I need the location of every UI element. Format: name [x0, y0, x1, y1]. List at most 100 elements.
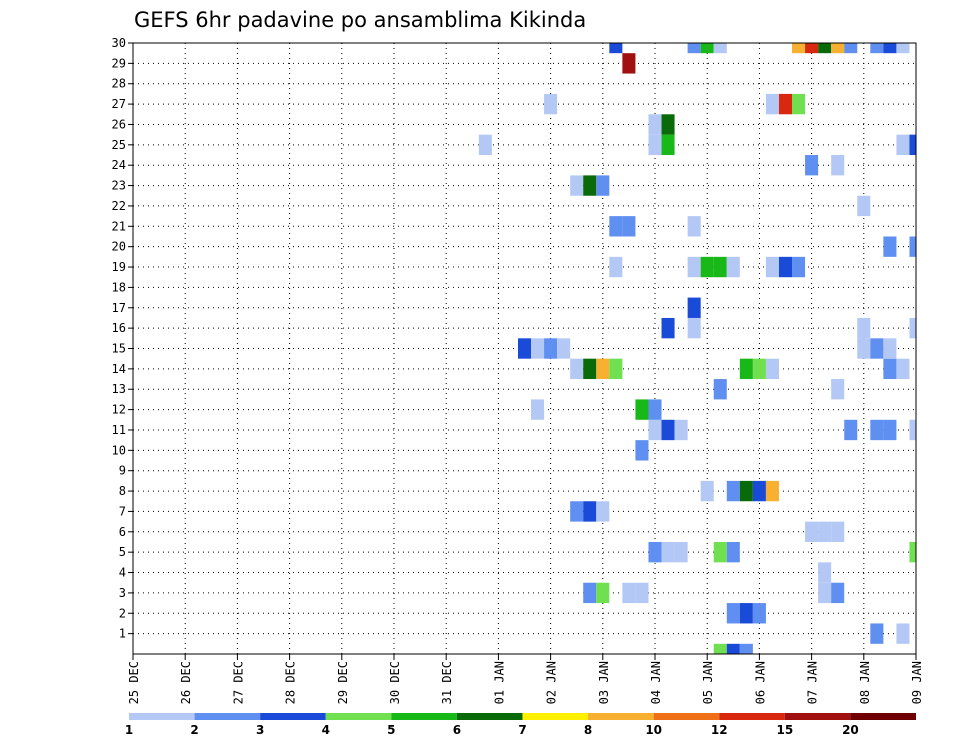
precip-cell [635, 399, 649, 420]
precip-cell [726, 643, 740, 654]
precip-cell [752, 358, 766, 380]
precip-cell [909, 419, 916, 441]
precip-cell [883, 419, 897, 441]
y-tick-label: 18 [112, 280, 126, 294]
precip-cell [909, 134, 916, 156]
precip-cell [726, 541, 740, 563]
precip-cell [713, 643, 727, 654]
precip-cell [805, 155, 819, 176]
precip-cell [687, 43, 701, 54]
precip-cell [583, 582, 597, 604]
precip-cell [883, 43, 897, 54]
colorbar-swatch [129, 713, 195, 720]
precip-cell [818, 43, 832, 54]
precip-cell [648, 419, 662, 441]
colorbar-label: 15 [776, 723, 793, 737]
precip-cell [635, 582, 649, 604]
precip-cell [765, 358, 779, 380]
precip-cell [700, 480, 714, 502]
precip-cell [909, 541, 916, 563]
y-tick-label: 21 [112, 219, 126, 233]
colorbar-label: 2 [190, 723, 198, 737]
colorbar-swatch [522, 713, 589, 720]
precip-cell [661, 317, 675, 339]
x-axis-ticks: 25 DEC 26 DEC 27 DEC 28 DEC 29 DEC 30 DEC 31 D… [127, 654, 924, 704]
precip-cell [883, 236, 897, 257]
x-tick-label: 01 JAN [492, 661, 506, 704]
x-tick-label: 28 DEC [284, 661, 298, 704]
y-tick-label: 22 [112, 199, 126, 213]
precip-cell [570, 358, 584, 380]
precip-cell [648, 541, 662, 563]
precip-cell [622, 216, 636, 237]
precip-cell [739, 358, 753, 380]
x-tick-label: 02 JAN [545, 661, 559, 704]
y-tick-label: 8 [119, 484, 126, 498]
precip-cell [700, 256, 714, 278]
precip-cell [596, 501, 610, 522]
precip-cell [570, 175, 584, 196]
y-tick-label: 30 [112, 36, 126, 50]
x-tick-label: 08 JAN [858, 661, 872, 704]
x-tick-label: 27 DEC [231, 661, 245, 704]
y-tick-label: 19 [112, 260, 126, 274]
x-tick-label: 25 DEC [127, 661, 141, 704]
precip-cell [752, 603, 766, 624]
precip-cell [609, 256, 623, 278]
chart-title: GEFS 6hr padavine po ansamblima Kikinda [134, 8, 586, 32]
precip-cell [544, 93, 558, 115]
precip-cell [844, 419, 858, 441]
y-tick-label: 28 [112, 77, 126, 91]
precip-cell [896, 134, 910, 156]
precip-cell [661, 114, 675, 135]
precip-cell [596, 358, 610, 380]
colorbar-label: 7 [518, 723, 526, 737]
precip-cell [557, 338, 571, 359]
precip-cell [765, 256, 779, 278]
precip-cell [583, 175, 597, 196]
precip-cell [478, 134, 492, 156]
colorbar-swatch [719, 713, 785, 720]
precip-cell [687, 216, 701, 237]
precip-cell [818, 582, 832, 604]
y-tick-label: 20 [112, 240, 126, 254]
y-tick-label: 24 [112, 158, 126, 172]
precip-cell [726, 256, 740, 278]
precip-cell [544, 338, 558, 359]
x-tick-label: 07 JAN [806, 661, 820, 704]
precip-cell [661, 134, 675, 156]
colorbar-label: 1 [125, 723, 133, 737]
x-tick-label: 26 DEC [179, 661, 193, 704]
precip-cell [778, 93, 793, 115]
precip-cell [870, 338, 884, 359]
colorbar-label: 3 [256, 723, 264, 737]
y-tick-label: 11 [112, 423, 126, 437]
y-tick-label: 9 [119, 464, 126, 478]
precip-cell [648, 399, 662, 420]
precip-cell [896, 43, 910, 54]
precip-cell [713, 379, 727, 400]
precip-cell [661, 541, 675, 563]
precip-cell [648, 114, 662, 135]
precip-cell [831, 43, 845, 54]
y-tick-label: 2 [119, 606, 126, 620]
colorbar-label: 6 [453, 723, 461, 737]
precip-cell [648, 134, 662, 156]
y-tick-label: 23 [112, 179, 126, 193]
precip-cell [622, 582, 636, 604]
y-tick-label: 29 [112, 56, 126, 70]
x-tick-label: 04 JAN [649, 661, 663, 704]
y-tick-label: 7 [119, 504, 126, 518]
precip-cell [635, 440, 649, 461]
precip-cell [609, 43, 623, 54]
precip-cell [609, 216, 623, 237]
precip-cell [857, 338, 871, 359]
precip-cell [713, 256, 727, 278]
precip-cell [687, 256, 701, 278]
precip-cell [870, 623, 884, 644]
precip-cell [909, 236, 916, 257]
y-tick-label: 14 [112, 362, 126, 376]
x-tick-label: 31 DEC [440, 661, 454, 704]
precip-cell [792, 256, 806, 278]
precip-cell [792, 93, 806, 115]
